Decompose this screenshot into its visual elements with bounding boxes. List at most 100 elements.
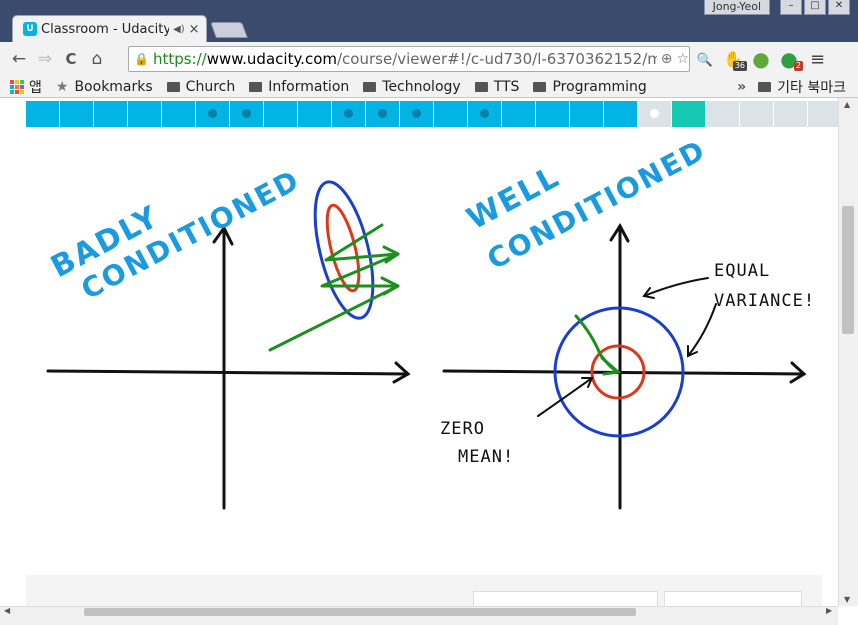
progress-segment[interactable] [638, 101, 672, 127]
scroll-up-icon[interactable]: ▲ [844, 100, 851, 109]
progress-segment[interactable] [672, 101, 706, 127]
progress-segment[interactable] [196, 101, 230, 127]
window-controls: Jong-Yeol – □ ✕ [703, 0, 850, 15]
left-blue-ellipse [313, 180, 375, 320]
right-gradient-path [574, 314, 622, 376]
d-extension-icon[interactable]: ● 2 [780, 47, 803, 71]
bookmark-information[interactable]: Information [249, 79, 349, 95]
udacity-favicon-icon: U [23, 22, 37, 36]
progress-segment[interactable] [264, 101, 298, 127]
folder-icon [249, 81, 263, 92]
address-bar[interactable]: 🔒 https:// www.udacity.com /course/viewe… [128, 46, 690, 72]
bookmark-church[interactable]: Church [166, 79, 235, 95]
minimize-button[interactable]: – [780, 0, 802, 15]
search-extension-icon[interactable]: 🔍 [696, 53, 714, 68]
browser-tab[interactable]: U Classroom - Udacity ◀) × [12, 15, 207, 42]
progress-dot-icon [480, 109, 489, 118]
left-x-axis [46, 369, 410, 376]
progress-segment[interactable] [774, 101, 808, 127]
horizontal-scroll-thumb[interactable] [84, 608, 636, 616]
page-viewport: BADLY CONDITIONED WELL CONDITIONED EQUAL… [0, 98, 838, 606]
star-icon: ★ [55, 78, 69, 95]
back-button[interactable]: ← [11, 49, 27, 69]
left-red-ellipse [325, 203, 361, 293]
left-gradient-path [268, 223, 400, 352]
reload-button[interactable]: C [65, 50, 77, 68]
progress-segment[interactable] [808, 101, 838, 127]
window-titlebar: Jong-Yeol – □ ✕ U Classroom - Udacity ◀)… [0, 0, 858, 42]
left-axes [46, 225, 411, 510]
note-variance: VARIANCE! [714, 291, 815, 311]
folder-icon [474, 81, 488, 92]
note-equal: EQUAL [714, 261, 770, 281]
progress-segment[interactable] [298, 101, 332, 127]
note-mean: MEAN! [458, 447, 514, 467]
profile-name[interactable]: Jong-Yeol [703, 0, 770, 15]
progress-segment[interactable] [604, 101, 638, 127]
chrome-menu-icon[interactable]: ≡ [810, 48, 826, 70]
lesson-control-box[interactable] [664, 591, 802, 606]
folder-icon [166, 81, 180, 92]
folder-icon [363, 81, 377, 92]
bookmark-tts[interactable]: TTS [474, 79, 519, 95]
progress-segment[interactable] [26, 101, 60, 127]
speaker-icon[interactable]: ◀) [173, 23, 185, 35]
zoom-icon[interactable]: ⊕ [660, 51, 673, 67]
bookmark-technology[interactable]: Technology [363, 79, 461, 95]
lesson-progress-bar [26, 101, 838, 127]
vertical-scroll-thumb[interactable] [842, 206, 854, 334]
home-button[interactable]: ⌂ [91, 49, 103, 69]
extensions-area: 🔍 ✋ 36 ● ● 2 ≡ [694, 46, 825, 72]
progress-segment[interactable] [502, 101, 536, 127]
progress-segment[interactable] [128, 101, 162, 127]
horizontal-scrollbar[interactable]: ◀ ▶ [0, 606, 838, 625]
folder-icon [533, 81, 547, 92]
progress-segment[interactable] [230, 101, 264, 127]
tab-close-icon[interactable]: × [188, 21, 200, 37]
right-x-axis [442, 369, 806, 376]
forward-button[interactable]: ⇒ [37, 49, 53, 69]
note-zero: ZERO [440, 419, 485, 439]
progress-segment[interactable] [706, 101, 740, 127]
url-host: www.udacity.com [206, 50, 337, 68]
progress-segment[interactable] [434, 101, 468, 127]
adblock-extension-icon[interactable]: ✋ 36 [723, 50, 747, 71]
left-y-arrow [212, 225, 234, 246]
bookmark-programming[interactable]: Programming [533, 79, 647, 95]
apps-grid-icon [10, 80, 24, 94]
bookmark-bookmarks[interactable]: ★ Bookmarks [55, 78, 153, 95]
progress-segment[interactable] [332, 101, 366, 127]
scroll-right-icon[interactable]: ▶ [826, 606, 833, 615]
progress-dot-icon [242, 109, 251, 118]
progress-segment[interactable] [400, 101, 434, 127]
new-tab-button[interactable] [210, 22, 248, 38]
progress-segment[interactable] [740, 101, 774, 127]
progress-segment[interactable] [366, 101, 400, 127]
progress-segment[interactable] [570, 101, 604, 127]
bookmark-star-icon[interactable]: ☆ [676, 51, 689, 67]
progress-dot-icon [208, 109, 217, 118]
right-axes [442, 223, 807, 510]
progress-segment[interactable] [162, 101, 196, 127]
annotation-arrows [537, 277, 717, 417]
bookmarks-overflow-icon[interactable]: » [737, 79, 747, 95]
right-red-circle [590, 344, 646, 400]
maximize-button[interactable]: □ [804, 0, 826, 15]
evernote-extension-icon[interactable]: ● [752, 47, 770, 71]
progress-segment[interactable] [94, 101, 128, 127]
bookmarks-right: » 기타 북마크 [737, 76, 846, 98]
bookmarks-bar: 앱 ★ Bookmarks Church Information Technolo… [0, 76, 858, 98]
scroll-left-icon[interactable]: ◀ [4, 606, 11, 615]
close-window-button[interactable]: ✕ [828, 0, 850, 15]
right-y-arrow [609, 223, 630, 243]
scroll-down-icon[interactable]: ▼ [844, 595, 851, 604]
progress-segment[interactable] [468, 101, 502, 127]
vertical-scrollbar[interactable]: ▲ ▼ [838, 98, 858, 606]
lesson-sketch: BADLY CONDITIONED WELL CONDITIONED EQUAL… [45, 133, 815, 510]
progress-segment[interactable] [536, 101, 570, 127]
lesson-control-box[interactable] [473, 591, 658, 606]
progress-segment[interactable] [60, 101, 94, 127]
lesson-controls-area [26, 575, 822, 606]
bookmark-other[interactable]: 기타 북마크 [758, 77, 846, 97]
apps-shortcut[interactable]: 앱 [10, 77, 42, 97]
